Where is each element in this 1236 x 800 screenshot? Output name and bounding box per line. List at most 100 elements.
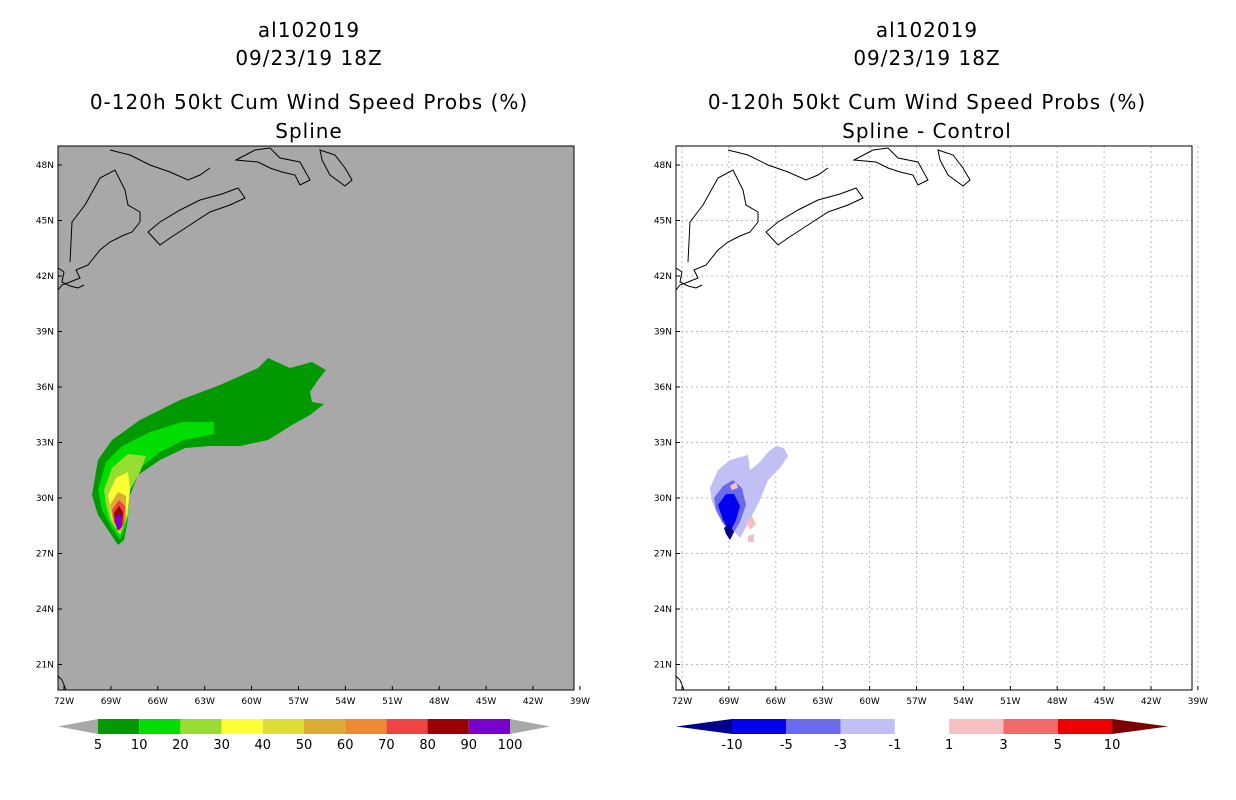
- colorbar-label: 70: [378, 738, 395, 753]
- y-tick-label: 39N: [36, 328, 54, 338]
- y-tick-label: 21N: [36, 661, 54, 671]
- x-tick-label: 45W: [1094, 697, 1114, 707]
- diff-band-minus-5: [718, 494, 740, 532]
- prob-band-90: [115, 513, 122, 530]
- x-tick-label: 51W: [382, 697, 402, 707]
- coastline-newfoundland: [852, 147, 971, 187]
- x-tick-label: 54W: [335, 697, 355, 707]
- y-tick-label: 42N: [36, 272, 54, 282]
- x-tick-label: 60W: [859, 697, 879, 707]
- colorbar-arrow-low: [676, 719, 732, 734]
- probability-swath: [92, 358, 326, 545]
- colorbar: -10 -5 -3 -1 1 3 5 10: [676, 719, 1169, 753]
- map-frame: [675, 145, 1193, 691]
- colorbar-label: -3: [834, 738, 847, 753]
- x-tick-label: 45W: [476, 697, 496, 707]
- colorbar-box: [98, 719, 140, 734]
- x-tick-label: 69W: [719, 697, 739, 707]
- x-tick-label: 66W: [766, 697, 786, 707]
- colorbar-label: 50: [296, 738, 313, 753]
- coastlines: [675, 147, 971, 691]
- colorbar-box: [221, 719, 263, 734]
- colorbar-box: [949, 719, 1004, 734]
- coastline-maine: [57, 221, 141, 291]
- map-frame: [57, 145, 575, 691]
- x-tick-label: 60W: [241, 697, 261, 707]
- x-tick-label: 51W: [1000, 697, 1020, 707]
- colorbar-box: [345, 719, 387, 734]
- map-plot: 72W 69W 66W 63W 60W 57W 54W 51W 48W 45W 42W 39W 48N…: [36, 145, 590, 753]
- colorbar-box: [180, 719, 222, 734]
- diff-band-plus-1: [746, 516, 756, 542]
- y-tick-label: 45N: [36, 217, 54, 227]
- coastlines: [57, 147, 353, 691]
- x-tick-label: 72W: [672, 697, 692, 707]
- colorbar-box: [1057, 719, 1113, 734]
- diff-band-plus-1-small: [730, 482, 738, 490]
- colorbar-label: 40: [255, 738, 272, 753]
- y-tick-label: 27N: [36, 550, 54, 560]
- x-tick-label: 57W: [288, 697, 308, 707]
- x-tick-label: 42W: [523, 697, 543, 707]
- colorbar-box: [386, 719, 428, 734]
- coastline-newfoundland: [234, 147, 353, 187]
- y-tick-label: 36N: [654, 383, 672, 393]
- y-tick-label: 48N: [654, 161, 672, 171]
- colorbar-box: [894, 719, 950, 734]
- colorbar-label: 10: [1104, 738, 1121, 753]
- coastline-nova-scotia: [765, 187, 864, 246]
- colorbar-label: 1: [945, 738, 953, 753]
- colorbar-label: 60: [337, 738, 354, 753]
- datetime: 09/23/19 18Z: [853, 46, 1001, 70]
- gridlines: [676, 146, 1199, 690]
- y-tick-label: 45N: [654, 217, 672, 227]
- colorbar-box: [139, 719, 181, 734]
- product-title: 0-120h 50kt Cum Wind Speed Probs (%): [707, 90, 1147, 114]
- coastline-gulf: [727, 149, 829, 181]
- panel-spline-control: al102019 09/23/19 18Z 0-120h 50kt Cum Wi…: [618, 0, 1236, 800]
- x-tick-label: 63W: [195, 697, 215, 707]
- coastline-southwest: [57, 675, 67, 691]
- coastline-canada-border: [687, 169, 759, 263]
- x-tick-label: 69W: [101, 697, 121, 707]
- y-tick-label: 42N: [654, 272, 672, 282]
- x-tick-label: 57W: [906, 697, 926, 707]
- x-tick-label: 39W: [570, 697, 590, 707]
- x-tick-label: 72W: [54, 697, 74, 707]
- coastline-cape-cod: [675, 267, 703, 289]
- colorbar-box: [468, 719, 510, 734]
- colorbar-label: 3: [999, 738, 1007, 753]
- coastline-maine: [675, 221, 759, 291]
- coastline-southwest: [675, 675, 685, 691]
- storm-id: al102019: [257, 18, 361, 42]
- x-tick-label: 42W: [1141, 697, 1161, 707]
- coastline-nova-scotia: [147, 187, 246, 246]
- y-tick-label: 21N: [654, 661, 672, 671]
- y-tick-label: 30N: [654, 494, 672, 504]
- colorbar-label: 10: [131, 738, 148, 753]
- x-tick-label: 54W: [953, 697, 973, 707]
- x-axis-ticks: 72W 69W 66W 63W 60W 57W 54W 51W 48W 45W 42W 39W: [672, 686, 1208, 707]
- colorbar-label: -1: [888, 738, 901, 753]
- y-tick-label: 24N: [36, 605, 54, 615]
- coastline-gulf: [109, 149, 211, 181]
- storm-id: al102019: [875, 18, 979, 42]
- prob-band-5: [92, 358, 326, 545]
- y-tick-label: 39N: [654, 328, 672, 338]
- colorbar-arrow-high: [1112, 719, 1169, 734]
- x-axis-ticks: 72W 69W 66W 63W 60W 57W 54W 51W 48W 45W 42W 39W: [54, 686, 590, 707]
- y-tick-label: 33N: [654, 439, 672, 449]
- coastline-cape-cod: [57, 267, 85, 289]
- colorbar-box: [1003, 719, 1058, 734]
- colorbar-box: [304, 719, 346, 734]
- diff-band-minus-10: [724, 524, 734, 540]
- colorbar-label: -10: [721, 738, 742, 753]
- y-tick-label: 36N: [36, 383, 54, 393]
- datetime: 09/23/19 18Z: [235, 46, 383, 70]
- subtitle: Spline - Control: [842, 119, 1012, 143]
- colorbar-label: 90: [461, 738, 478, 753]
- colorbar-label: 80: [419, 738, 436, 753]
- x-tick-label: 39W: [1188, 697, 1208, 707]
- panel-spline: al102019 09/23/19 18Z 0-120h 50kt Cum Wi…: [36, 18, 590, 753]
- colorbar-label: 5: [94, 738, 102, 753]
